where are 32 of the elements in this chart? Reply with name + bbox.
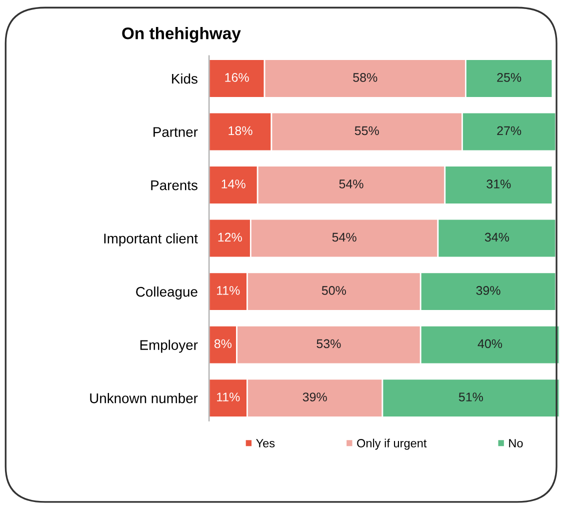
y-tick-label: Employer [140, 340, 198, 353]
data-label: 34% [484, 232, 509, 242]
data-label: 39% [476, 286, 500, 295]
data-label: 53% [316, 339, 341, 348]
data-label: 31% [486, 180, 511, 188]
chart-title: On thehighway [122, 27, 241, 43]
data-label: 11% [217, 392, 240, 402]
y-tick-label: Kids [172, 73, 198, 84]
legend-label: No [509, 439, 523, 448]
data-label: 51% [458, 392, 483, 402]
y-tick-label: Parents [151, 180, 198, 190]
y-tick-label: Colleague [136, 286, 198, 300]
data-label: 8% [214, 339, 232, 348]
data-label: 54% [332, 232, 356, 242]
y-tick-label: Important client [104, 233, 198, 246]
data-label: 18% [228, 126, 252, 136]
y-tick-label: Unknown number [90, 393, 198, 404]
data-label: 39% [302, 392, 327, 402]
data-label: 12% [218, 232, 242, 242]
data-label: 55% [354, 126, 379, 136]
data-label: 16% [225, 73, 249, 82]
data-label: 11% [217, 286, 240, 295]
data-label: 27% [497, 126, 522, 136]
data-label: 14% [222, 180, 246, 188]
y-tick-label: Partner [154, 127, 198, 137]
data-label: 54% [339, 180, 364, 188]
legend-label: Yes [256, 439, 275, 448]
data-label: 25% [497, 73, 522, 82]
data-label: 50% [322, 286, 346, 295]
legend-label: Only if urgent [357, 438, 427, 450]
data-label: 40% [478, 339, 502, 348]
data-label: 58% [353, 73, 378, 82]
